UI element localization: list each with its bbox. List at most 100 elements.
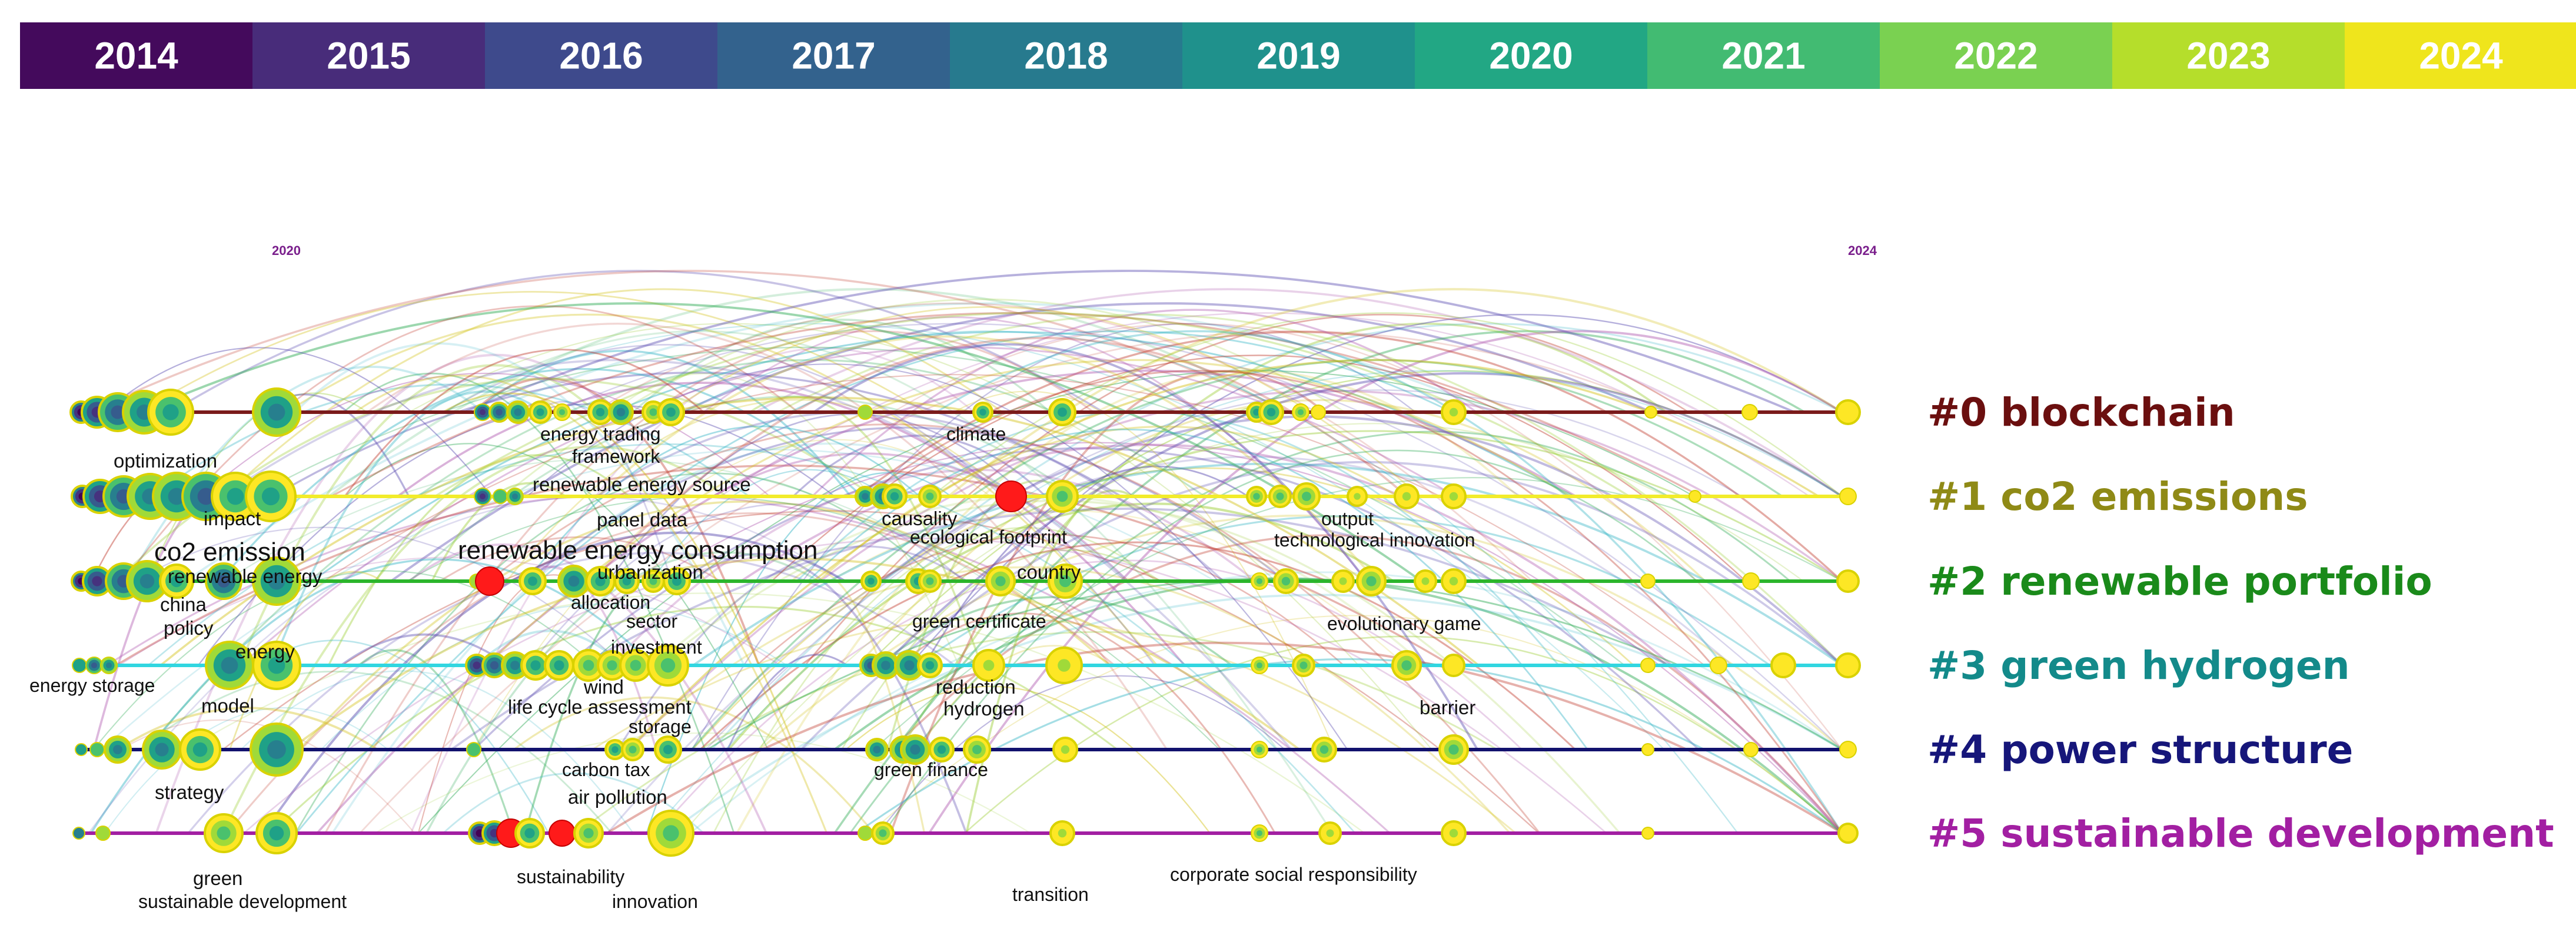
citation-arc (320, 603, 787, 750)
citation-arc (699, 541, 1576, 751)
keyword-labels: optimization energy trading framework cl… (29, 423, 1481, 912)
keyword-node (918, 485, 942, 508)
citation-arc (262, 531, 846, 834)
citation-arc (865, 370, 1843, 834)
citation-arc (240, 670, 634, 834)
citation-arc (473, 350, 852, 498)
keyword-node (573, 818, 604, 848)
citation-arc (656, 559, 1523, 834)
citation-arc (682, 423, 1804, 834)
citation-arc (889, 370, 1326, 834)
year-bar: 2014 2015 2016 2017 2018 2019 2020 2021 2022 2023… (20, 22, 2576, 89)
citation-arc (727, 502, 1394, 751)
citation-arc (294, 472, 938, 834)
citation-arc (134, 526, 624, 666)
citation-arc (833, 330, 1806, 834)
keyword-node (1441, 483, 1467, 509)
keyword-label: wind (583, 676, 624, 698)
keyword-label: barrier (1420, 697, 1475, 718)
keyword-node (252, 387, 301, 437)
cluster-lines (77, 410, 1850, 835)
keyword-node (488, 402, 510, 423)
citation-arc (344, 349, 704, 497)
year-label: 2020 (1489, 35, 1573, 77)
keyword-label: innovation (612, 891, 698, 912)
citation-arc (397, 382, 1186, 667)
citation-arc (257, 639, 550, 834)
keyword-node (1251, 657, 1268, 674)
keyword-label: co2 emission (154, 538, 305, 566)
citation-arc (692, 467, 1634, 750)
keyword-node (587, 399, 613, 425)
keyword-node (1292, 654, 1315, 677)
citation-arc (800, 461, 1843, 751)
keyword-node (860, 571, 882, 592)
cluster-label: #0 blockchain (1927, 390, 2235, 435)
citation-arc (289, 558, 1301, 751)
keyword-node (252, 556, 301, 606)
citation-arc (883, 372, 1843, 667)
citation-arc (667, 594, 1843, 834)
keyword-node (972, 649, 1005, 682)
citation-arc (902, 430, 1843, 582)
citation-arc (219, 368, 863, 582)
year-label: 2023 (2186, 35, 2270, 77)
keyword-node (204, 813, 244, 853)
citation-arc (692, 462, 1843, 667)
keyword-node (1742, 572, 1760, 590)
keyword-label: country (1017, 561, 1081, 583)
keyword-label: sustainable development (138, 891, 347, 912)
citation-arc (953, 390, 1335, 750)
citation-arc (222, 445, 727, 834)
keyword-label: urbanization (597, 561, 703, 583)
keyword-node (1331, 569, 1355, 593)
keyword-node (475, 566, 504, 596)
year-cell (20, 22, 253, 89)
keyword-node (493, 489, 508, 504)
keyword-node (1641, 827, 1654, 840)
keyword-node (1441, 399, 1467, 425)
citation-arc (880, 415, 1843, 667)
year-label: 2014 (94, 35, 178, 77)
keyword-node (985, 566, 1016, 596)
keyword-label: green certificate (912, 611, 1046, 632)
citation-arc (442, 392, 797, 750)
citation-arc (916, 515, 1771, 667)
year-cell (717, 22, 950, 89)
citation-arc (607, 456, 1733, 834)
keyword-node (621, 738, 644, 761)
year-label: 2018 (1024, 35, 1108, 77)
citation-arc (340, 633, 509, 667)
cluster-label: #1 co2 emissions (1927, 474, 2308, 519)
citation-arc (607, 413, 1026, 582)
keyword-node (1391, 650, 1422, 681)
keyword-node (894, 650, 925, 681)
year-cell (1880, 22, 2113, 89)
keyword-node (1741, 404, 1758, 420)
keyword-node (1251, 824, 1268, 842)
citation-arc (344, 443, 769, 750)
keyword-node (1640, 574, 1656, 589)
keyword-node (506, 488, 524, 505)
keyword-label: china (160, 594, 207, 615)
year-cell (1647, 22, 1880, 89)
keyword-node (1835, 652, 1861, 678)
citation-arc (596, 410, 1224, 582)
keyword-label: technological innovation (1274, 529, 1475, 551)
year-label: 2021 (1721, 35, 1805, 77)
citation-arc (152, 383, 750, 498)
keyword-label: energy trading (540, 423, 661, 445)
keyword-node (466, 742, 481, 757)
keyword-node (608, 399, 634, 425)
keyword-node (1292, 482, 1321, 511)
keyword-node (657, 398, 685, 426)
keyword-node (255, 812, 298, 854)
citation-arc (186, 592, 1365, 834)
keyword-node (205, 641, 254, 690)
keyword-label: renewable energy consumption (458, 536, 818, 565)
citation-arc (813, 343, 1479, 750)
citation-arc (703, 316, 1367, 582)
year-label: 2024 (2419, 35, 2503, 77)
citation-arc (89, 270, 1290, 413)
